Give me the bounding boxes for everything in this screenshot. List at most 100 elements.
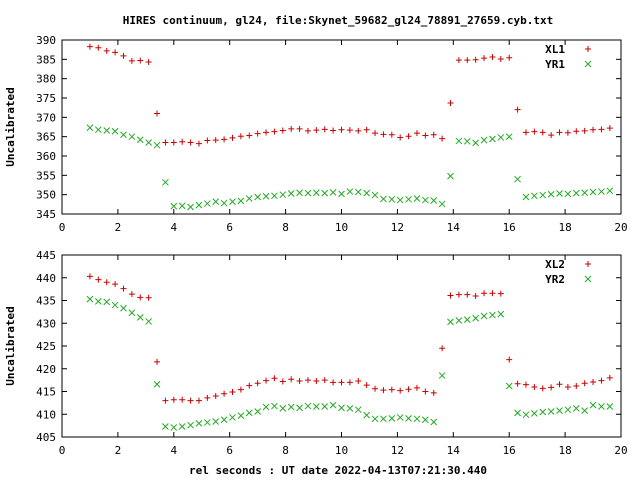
data-point (321, 126, 328, 133)
bottom-panel: 0 2 4 6 8 10 12 14 16 18 20 405 410 415 420 425 430 435 44… (4, 249, 628, 457)
chart-title: HIRES continuum, gl24, file:Skynet_59682… (123, 14, 553, 27)
data-point (179, 396, 186, 403)
data-point (581, 380, 588, 387)
data-point (413, 384, 420, 391)
x-tick-label: 18 (558, 444, 571, 457)
x-tick-label: 16 (503, 444, 516, 457)
x-tick-label: 8 (282, 221, 289, 234)
x-tick-label: 8 (282, 444, 289, 457)
data-point (556, 129, 563, 136)
data-point (447, 172, 454, 180)
data-point (279, 378, 286, 385)
data-point (548, 384, 555, 391)
y-tick-label: 410 (36, 408, 56, 421)
data-point (481, 290, 488, 297)
data-point (396, 196, 404, 204)
x-tick-label: 10 (335, 221, 348, 234)
data-point (187, 139, 194, 146)
data-point (162, 397, 169, 404)
data-point (279, 191, 287, 199)
data-point (220, 416, 228, 424)
data-point (439, 345, 446, 352)
data-point (572, 404, 580, 412)
data-point (170, 396, 177, 403)
data-point (396, 414, 404, 421)
data-point (472, 314, 480, 322)
data-point (94, 126, 102, 134)
data-point (338, 126, 345, 133)
data-point (598, 126, 605, 133)
y-tick-label: 375 (36, 92, 56, 105)
data-point (388, 414, 396, 422)
data-point (103, 47, 110, 54)
data-point (598, 403, 605, 410)
data-point (430, 197, 438, 204)
data-point (94, 298, 102, 305)
data-point (522, 129, 529, 136)
data-point (564, 129, 571, 136)
data-point (388, 131, 395, 138)
data-point (203, 419, 211, 426)
x-tick-label: 2 (115, 221, 122, 234)
data-point (162, 423, 169, 430)
data-point (564, 406, 572, 414)
data-point (153, 380, 161, 388)
data-point (95, 276, 102, 283)
y-tick-label: 425 (36, 340, 56, 353)
data-point (573, 128, 580, 135)
data-point (162, 178, 169, 186)
data-point (237, 133, 244, 140)
data-point (338, 379, 345, 386)
data-point (195, 419, 203, 427)
data-point (590, 126, 597, 133)
data-point (539, 408, 547, 416)
series-XL2 (86, 273, 613, 404)
data-point (539, 385, 546, 392)
data-point (304, 402, 312, 410)
data-point (405, 195, 412, 203)
data-point (556, 190, 563, 197)
data-point (531, 192, 538, 200)
data-point (154, 110, 161, 117)
y-tick-label: 445 (36, 249, 56, 262)
data-point (254, 130, 261, 137)
data-point (413, 415, 421, 423)
data-point (120, 285, 127, 292)
data-point (212, 198, 220, 205)
data-point (187, 421, 194, 429)
data-point (120, 52, 127, 59)
data-point (489, 135, 496, 143)
data-point (178, 202, 186, 210)
x-tick-label: 12 (391, 444, 404, 457)
data-point (380, 131, 387, 138)
data-point (355, 127, 362, 134)
data-point (137, 57, 144, 64)
data-point (455, 57, 462, 64)
data-point (606, 403, 614, 410)
data-point (195, 140, 202, 147)
data-point (463, 137, 471, 145)
data-point (506, 356, 513, 363)
data-point (237, 386, 244, 393)
data-point (430, 418, 438, 426)
data-point (262, 403, 270, 411)
data-point (154, 358, 161, 365)
data-point (363, 411, 371, 419)
data-point (497, 290, 504, 297)
top-panel: 0 2 4 6 8 10 12 14 16 18 20 345 350 355 360 365 370 375 38… (4, 34, 628, 234)
data-point (112, 49, 119, 56)
x-tick-label: 6 (226, 444, 233, 457)
data-point (254, 380, 261, 387)
data-point (296, 378, 303, 385)
data-point (312, 189, 320, 197)
data-point (204, 137, 211, 144)
y-tick-label: 365 (36, 131, 56, 144)
data-point (564, 383, 571, 390)
data-point (120, 304, 127, 312)
data-point (447, 318, 454, 326)
data-point (439, 135, 446, 142)
data-point (464, 57, 471, 64)
data-point (430, 131, 437, 138)
data-point (246, 382, 253, 389)
